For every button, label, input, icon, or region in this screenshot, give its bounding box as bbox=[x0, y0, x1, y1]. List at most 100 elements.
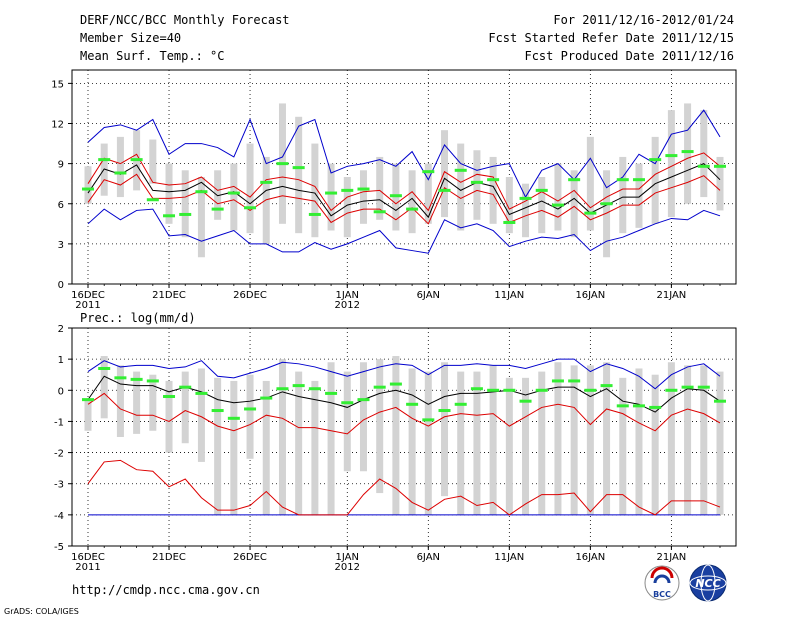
forecast-marker bbox=[568, 379, 581, 383]
forecast-marker bbox=[681, 150, 694, 154]
variable-label: Mean Surf. Temp.: °C bbox=[80, 49, 225, 63]
y-tick-label: 15 bbox=[51, 79, 64, 90]
forecast-marker bbox=[470, 387, 483, 391]
forecast-marker bbox=[616, 178, 629, 182]
forecast-marker bbox=[551, 379, 564, 383]
forecast-marker bbox=[227, 191, 240, 195]
forecast-marker bbox=[325, 391, 338, 395]
forecast-marker bbox=[584, 388, 597, 392]
spread-bar bbox=[473, 150, 481, 220]
spread-bar bbox=[116, 136, 124, 198]
x-tick-year: 2011 bbox=[75, 562, 100, 573]
spread-bar bbox=[489, 365, 497, 515]
spread-bar bbox=[700, 110, 708, 198]
forecast-marker bbox=[487, 388, 500, 392]
plot-frame bbox=[71, 327, 737, 547]
spread-bar bbox=[522, 183, 530, 238]
forecast-marker bbox=[341, 188, 354, 192]
x-tick-label: 26DEC bbox=[233, 552, 267, 563]
spread-bar bbox=[181, 371, 189, 444]
spread-bar bbox=[278, 359, 286, 515]
forecast-marker bbox=[163, 214, 176, 218]
x-tick-label: 21DEC bbox=[152, 290, 186, 301]
spread-bar bbox=[149, 139, 157, 184]
spread-bar bbox=[311, 380, 319, 515]
spread-bar bbox=[716, 156, 724, 211]
x-tick-label: 21DEC bbox=[152, 552, 186, 563]
spread-bar bbox=[522, 377, 530, 515]
forecast-marker bbox=[146, 198, 159, 202]
spread-bar bbox=[100, 356, 108, 419]
forecast-marker bbox=[535, 388, 548, 392]
red-upper-line bbox=[87, 392, 721, 435]
forecast-marker bbox=[373, 385, 386, 389]
x-tick-label: 6JAN bbox=[417, 552, 440, 563]
forecast-marker bbox=[130, 377, 143, 381]
spread-bar bbox=[554, 163, 562, 231]
spread-bar bbox=[376, 156, 384, 220]
spread-bar bbox=[359, 170, 367, 224]
red-upper-line bbox=[87, 152, 721, 212]
forecast-marker bbox=[503, 388, 516, 392]
blue-lower-line bbox=[87, 208, 721, 254]
spread-bar bbox=[635, 368, 643, 515]
precip-label: Prec.: log(mm/d) bbox=[80, 311, 196, 325]
spread-bar bbox=[408, 368, 416, 515]
spread-bar bbox=[684, 103, 692, 204]
forecast-marker bbox=[584, 211, 597, 215]
spread-bar bbox=[505, 177, 513, 234]
forecast-marker bbox=[632, 404, 645, 408]
forecast-marker bbox=[357, 398, 370, 402]
forecast-marker bbox=[681, 385, 694, 389]
forecast-marker bbox=[308, 387, 321, 391]
x-tick-label: 6JAN bbox=[417, 290, 440, 301]
x-tick-label: 11JAN bbox=[494, 290, 524, 301]
forecast-marker bbox=[98, 366, 111, 370]
spread-bar bbox=[197, 368, 205, 462]
forecast-period: For 2011/12/16-2012/01/24 bbox=[553, 13, 734, 27]
plot-frame bbox=[71, 69, 737, 285]
blue-upper-line bbox=[87, 109, 721, 199]
spread-bar bbox=[700, 365, 708, 515]
spread-bar bbox=[230, 163, 238, 231]
spread-bar bbox=[246, 374, 254, 459]
forecast-marker bbox=[211, 207, 224, 211]
spread-bar bbox=[538, 177, 546, 234]
forecast-marker bbox=[454, 402, 467, 406]
forecast-marker bbox=[146, 379, 159, 383]
spread-bar bbox=[84, 166, 92, 204]
spread-bar bbox=[651, 136, 659, 224]
grads-credit: GrADS: COLA/IGES bbox=[4, 607, 79, 616]
x-tick-label: 16JAN bbox=[575, 290, 605, 301]
forecast-marker bbox=[649, 158, 662, 162]
forecast-marker bbox=[260, 180, 273, 184]
forecast-marker bbox=[389, 194, 402, 198]
forecast-marker bbox=[260, 396, 273, 400]
forecast-marker bbox=[600, 202, 613, 206]
spread-bar bbox=[603, 362, 611, 515]
forecast-marker bbox=[341, 401, 354, 405]
forecast-marker bbox=[503, 220, 516, 224]
x-tick-label: 21JAN bbox=[656, 552, 686, 563]
forecast-marker bbox=[519, 399, 532, 403]
member-size: Member Size=40 bbox=[80, 31, 181, 45]
forecast-marker bbox=[98, 158, 111, 162]
spread-bar bbox=[392, 356, 400, 515]
spread-bar bbox=[165, 163, 173, 224]
spread-bar bbox=[619, 156, 627, 234]
y-tick-label: 3 bbox=[58, 240, 64, 251]
ensemble-mean-line bbox=[87, 375, 721, 413]
forecast-marker bbox=[616, 404, 629, 408]
forecast-marker bbox=[292, 166, 305, 170]
x-tick-label: 21JAN bbox=[656, 290, 686, 301]
started-date: Fcst Started Refer Date 2011/12/15 bbox=[488, 31, 734, 45]
forecast-marker bbox=[697, 164, 710, 168]
forecast-marker bbox=[389, 382, 402, 386]
spread-bar bbox=[246, 143, 254, 234]
forecast-marker bbox=[179, 385, 192, 389]
spread-bar bbox=[603, 170, 611, 258]
footer-url: http://cmdp.ncc.cma.gov.cn bbox=[72, 583, 260, 597]
y-tick-label: 9 bbox=[58, 160, 64, 171]
